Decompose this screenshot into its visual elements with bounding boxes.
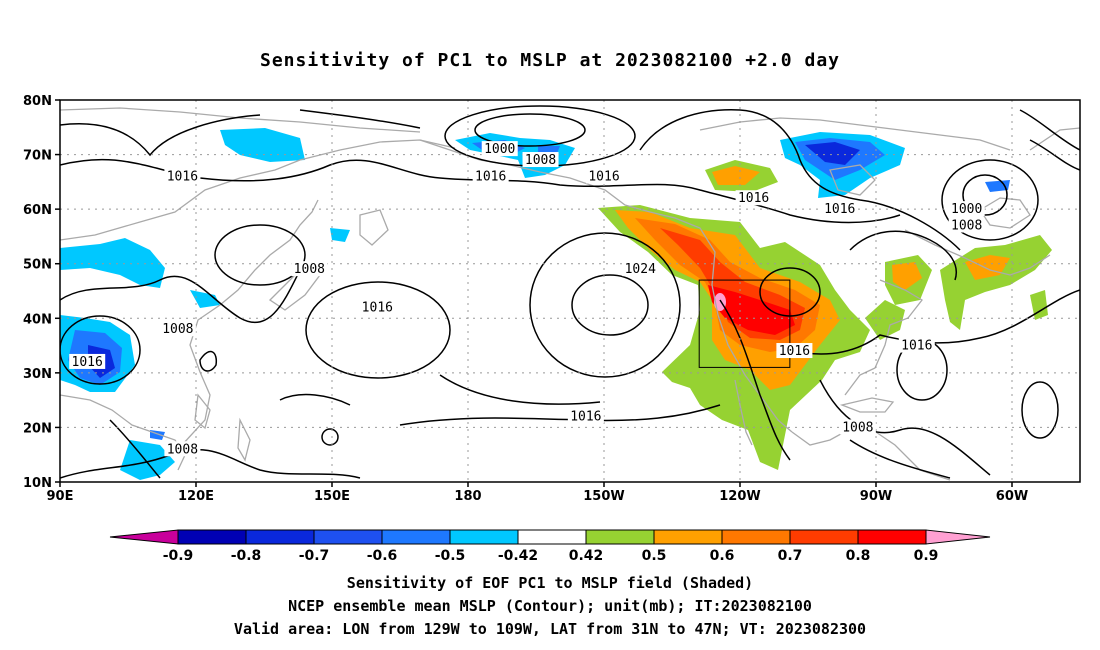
lon-label: 90E (47, 489, 74, 504)
latitude-axis: 80N 70N 60N 50N 40N 30N 20N 10N (23, 94, 60, 491)
contour-label: 1016 (779, 344, 810, 359)
mslp-contours (60, 105, 1080, 479)
contour-label: 1000 (484, 142, 515, 157)
lat-label: 70N (23, 149, 52, 164)
contour-label-bg (522, 152, 559, 168)
contour-label: 1008 (951, 219, 982, 234)
lon-label: 180 (454, 489, 481, 504)
colorbar-label: -0.9 (163, 548, 194, 564)
contour-label: 1008 (842, 420, 873, 435)
colorbar-over-triangle (925, 529, 991, 545)
colorbar-label: 0.7 (778, 548, 803, 564)
colorbar-swatch (721, 529, 791, 545)
contour-label-bg (898, 337, 935, 353)
colorbar-swatch (313, 529, 383, 545)
colorbar-label: 0.6 (710, 548, 735, 564)
contour-label-bg (164, 168, 201, 184)
contour-label-bg (622, 261, 659, 277)
colorbar-swatch (653, 529, 723, 545)
colorbar-label: -0.6 (367, 548, 398, 564)
colorbar-label: 0.42 (569, 548, 604, 564)
contour-label: 1016 (362, 300, 393, 315)
colorbar-swatch (517, 529, 587, 545)
contour-label: 1016 (475, 169, 506, 184)
colorbar-swatch (245, 529, 315, 545)
map-frame (59, 99, 1081, 483)
colorbar-swatch (381, 529, 451, 545)
caption-shaded: Sensitivity of EOF PC1 to MSLP field (Sh… (346, 574, 754, 592)
caption-contour: NCEP ensemble mean MSLP (Contour); unit(… (288, 597, 812, 615)
colorbar-label: -0.5 (435, 548, 466, 564)
contour-label: 1000 (951, 202, 982, 217)
map-background (60, 100, 1080, 482)
colorbar-label: 0.8 (846, 548, 871, 564)
contour-label: 1008 (294, 262, 325, 277)
colorbar-swatch (449, 529, 519, 545)
contour-label: 1016 (570, 410, 601, 425)
contour-label-bg (948, 201, 985, 217)
lon-label: 120W (719, 489, 760, 504)
contour-label-bg (948, 217, 985, 233)
contour-label-bg (567, 408, 604, 424)
longitude-axis: 90E 120E 150E 180 150W 120W 90W 60W (47, 482, 1028, 504)
contour-label-bg (839, 419, 876, 435)
lon-label: 120E (178, 489, 214, 504)
contour-label-bg (821, 201, 858, 217)
contour-labels: 1000 1008 1016 1016 1016 1016 1016 1000 1008 1024… (69, 141, 985, 457)
contour-label-bg (159, 321, 196, 337)
colorbar: -0.9 -0.8 -0.7 -0.6 -0.5 -0.42 0.42 0.5 0.6 0.7 0.… (109, 529, 991, 564)
colorbar-label: -0.42 (498, 548, 538, 564)
colorbar-swatch (177, 529, 247, 545)
contour-label-bg (164, 441, 201, 457)
colorbar-label: 0.9 (914, 548, 939, 564)
lat-label: 80N (23, 94, 52, 109)
lat-label: 10N (23, 476, 52, 491)
contour-label: 1008 (167, 442, 198, 457)
contour-label: 1016 (588, 169, 619, 184)
contour-label-bg (735, 190, 772, 206)
colorbar-label: -0.8 (231, 548, 262, 564)
contour-label-bg (69, 353, 106, 369)
contour-label-bg (776, 343, 813, 359)
lon-label: 60W (996, 489, 1028, 504)
colorbar-swatch (857, 529, 927, 545)
map-gridlines (60, 100, 1080, 482)
map-title: Sensitivity of PC1 to MSLP at 2023082100… (259, 50, 840, 71)
lat-label: 60N (23, 203, 52, 218)
lon-label: 150W (583, 489, 624, 504)
colorbar-label: -0.7 (299, 548, 330, 564)
colorbar-swatch (585, 529, 655, 545)
lat-label: 40N (23, 312, 52, 327)
contour-label: 1024 (625, 262, 656, 277)
contour-label: 1016 (167, 169, 198, 184)
lon-label: 150E (314, 489, 350, 504)
contour-label-bg (472, 168, 509, 184)
lon-label: 90W (860, 489, 892, 504)
contour-label: 1016 (72, 355, 103, 370)
colorbar-swatch (789, 529, 859, 545)
colorbar-label: 0.5 (642, 548, 667, 564)
lat-label: 50N (23, 258, 52, 273)
lat-label: 20N (23, 421, 52, 436)
valid-area-rect (698, 279, 791, 368)
contour-label: 1016 (901, 339, 932, 354)
lat-label: 30N (23, 367, 52, 382)
contour-label: 1008 (162, 322, 193, 337)
caption-valid-area: Valid area: LON from 129W to 109W, LAT f… (233, 620, 867, 638)
valid-area-box (698, 279, 791, 368)
colorbar-under-triangle (109, 529, 179, 545)
contour-label-bg (291, 261, 328, 277)
contour-label: 1016 (824, 202, 855, 217)
contour-label: 1008 (525, 153, 556, 168)
contour-label-bg (481, 141, 518, 157)
contour-label: 1016 (738, 191, 769, 206)
contour-label-bg (586, 168, 622, 184)
contour-label-bg (359, 299, 396, 315)
